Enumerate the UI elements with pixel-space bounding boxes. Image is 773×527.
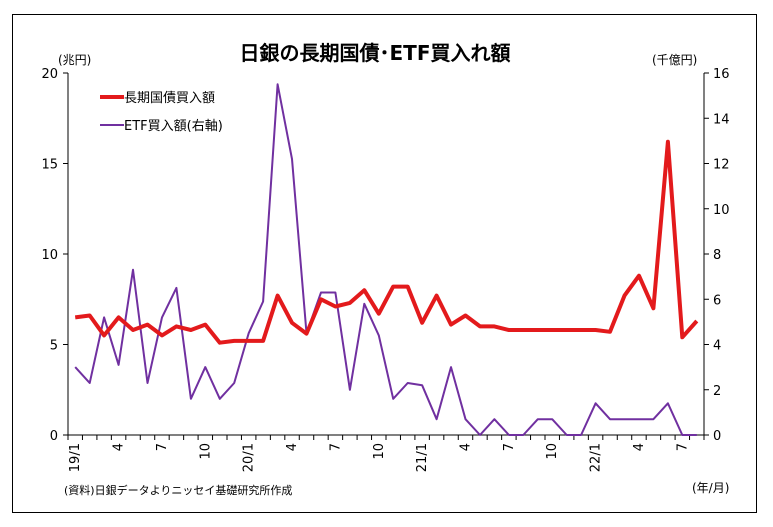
x-tick-label: 4 [285,443,300,451]
x-tick-label: 7 [328,443,343,451]
legend-label-bond: 長期国債買入額 [124,91,215,106]
axes-group: 0 5 10 15 20 0 2 4 6 8 10 12 14 16 19/1 4 7 10 20/1 4 7 10 21/… [41,67,729,472]
source-note: (資料)日銀データよりニッセイ基礎研究所作成 [64,483,292,497]
x-tick-label: 4 [632,443,647,451]
series-line-bond [74,139,699,345]
series-layer [74,83,699,436]
left-tick-label: 5 [50,339,58,354]
left-tick-label: 10 [41,248,58,263]
right-tick-label: 6 [713,293,721,308]
right-tick-label: 0 [713,429,721,444]
x-axis-unit: (年/月) [692,481,729,495]
right-tick-label: 16 [713,67,730,82]
series-line-etf [74,83,697,436]
chart-title: 日銀の長期国債･ETF買入れ額 [240,41,511,65]
right-tick-label: 2 [713,384,721,399]
right-tick-label: 12 [713,158,730,173]
x-tick-label: 21/1 [415,443,430,472]
right-tick-label: 10 [713,203,730,218]
x-tick-label: 10 [372,443,387,460]
x-tick-label: 10 [545,443,560,460]
left-tick-label: 0 [50,429,58,444]
left-tick-label: 15 [41,158,58,173]
legend: 長期国債買入額 ETF買入額(右軸) [100,91,223,134]
x-tick-label: 10 [198,443,213,460]
left-tick-label: 20 [41,67,58,82]
right-tick-label: 14 [713,112,730,127]
chart-frame [12,14,757,513]
legend-label-etf: ETF買入額(右軸) [124,119,223,134]
x-tick-label: 4 [112,443,127,451]
x-tick-label: 7 [675,443,690,451]
x-tick-label: 20/1 [242,443,257,472]
x-tick-label: 22/1 [589,443,604,472]
right-axis-unit: (千億円) [652,53,697,67]
x-tick-label: 19/1 [68,443,83,472]
right-tick-label: 8 [713,248,721,263]
right-tick-label: 4 [713,339,721,354]
x-tick-label: 7 [155,443,170,451]
x-tick-label: 4 [459,443,474,451]
x-tick-label: 7 [502,443,517,451]
left-axis-unit: (兆円) [58,53,91,67]
